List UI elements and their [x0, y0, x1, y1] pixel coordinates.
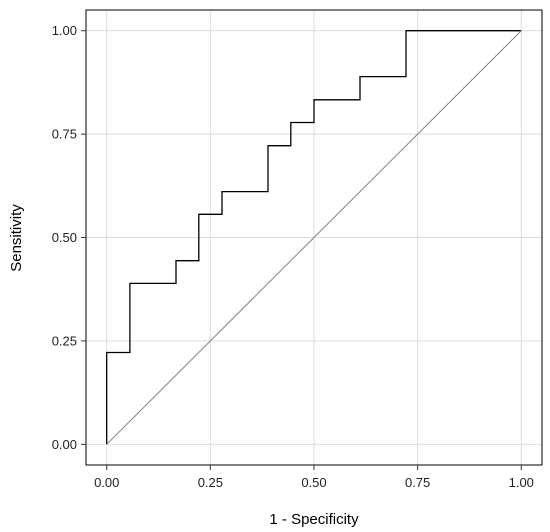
y-tick-label: 0.75	[52, 127, 77, 142]
y-tick-label: 0.50	[52, 230, 77, 245]
x-axis-title: 1 - Specificity	[269, 511, 359, 528]
x-tick-label: 0.25	[198, 475, 223, 490]
y-axis-title: Sensitivity	[8, 204, 25, 272]
x-axis: 0.00 0.25 0.50 0.75 1.00	[94, 465, 534, 490]
x-tick-label: 1.00	[509, 475, 534, 490]
x-tick-label: 0.00	[94, 475, 119, 490]
y-tick-label: 1.00	[52, 23, 77, 38]
y-tick-label: 0.00	[52, 437, 77, 452]
x-tick-label: 0.75	[405, 475, 430, 490]
roc-curve-line	[106, 30, 522, 445]
y-axis: 0.00 0.25 0.50 0.75 1.00	[52, 23, 86, 452]
reference-diagonal-line	[106, 30, 522, 445]
series-layer	[106, 30, 522, 445]
y-tick-label: 0.25	[52, 333, 77, 348]
x-tick-label: 0.50	[301, 475, 326, 490]
